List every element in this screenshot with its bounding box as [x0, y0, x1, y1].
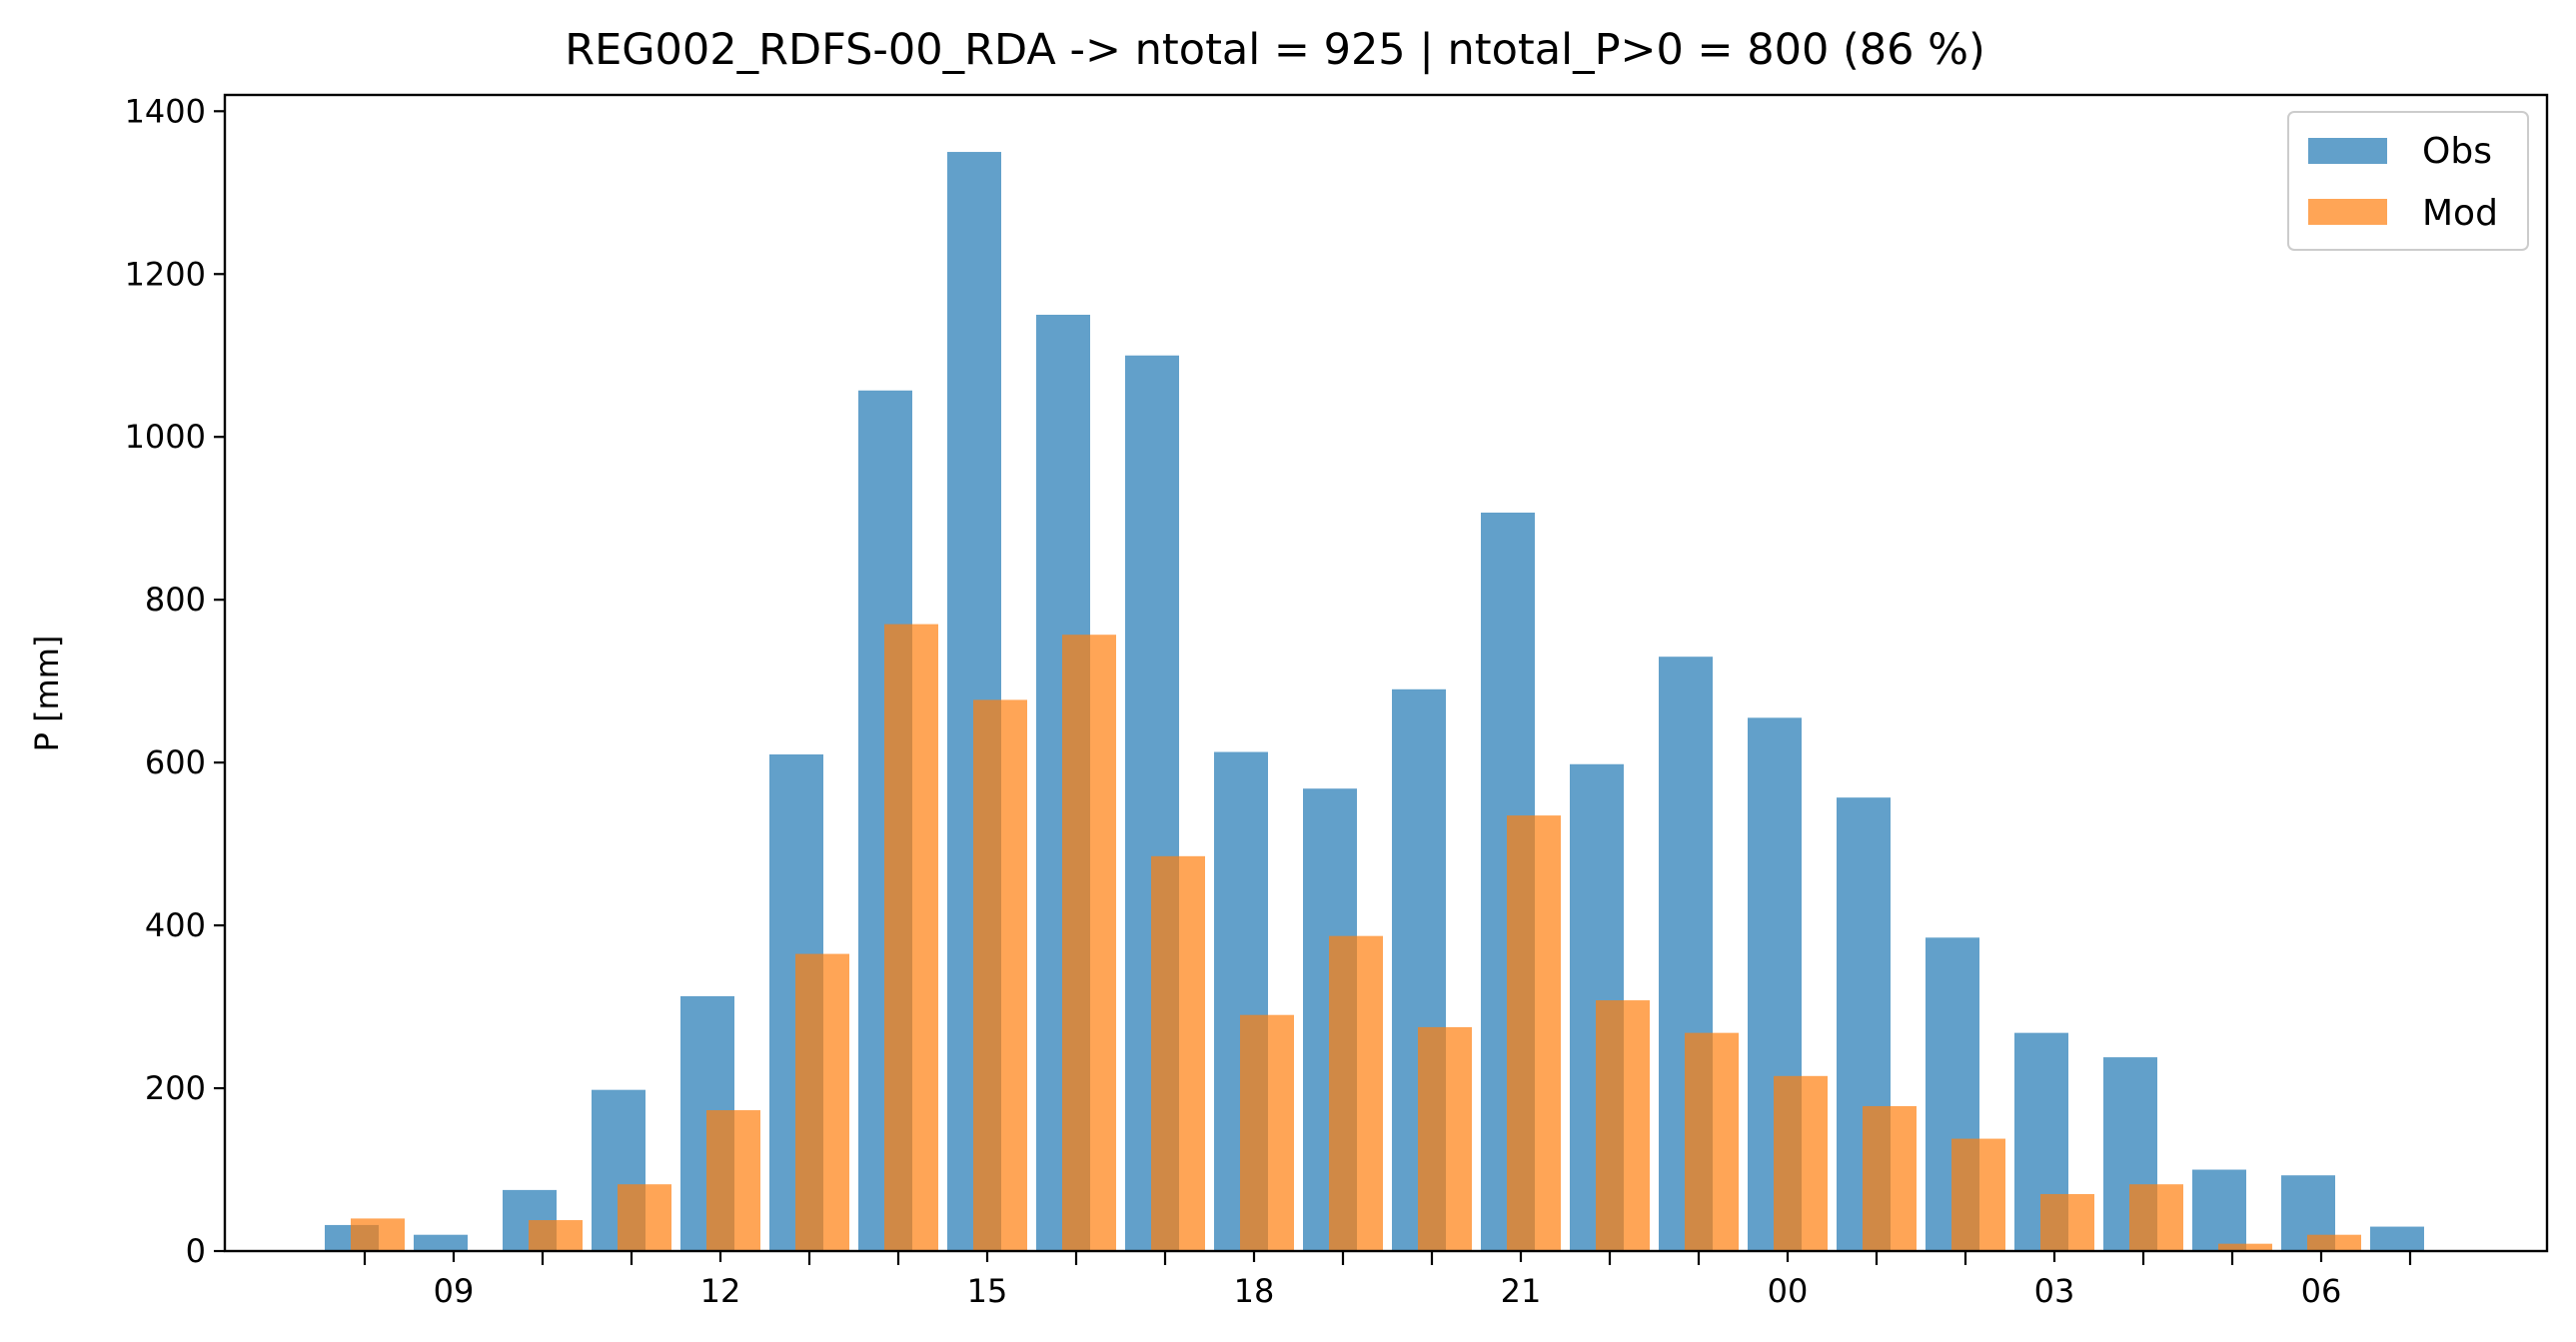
- bar-mod-06: [2307, 1234, 2361, 1251]
- bar-mod-19: [1329, 935, 1383, 1251]
- y-tick-label: 1200: [125, 255, 206, 293]
- chart-title: REG002_RDFS-00_RDA -> ntotal = 925 | nto…: [565, 25, 1985, 75]
- plot-frame: [223, 93, 2549, 1253]
- bar-mod-12: [706, 1110, 760, 1251]
- bar-mod-08: [351, 1218, 405, 1251]
- bar-mod-16: [1062, 635, 1116, 1251]
- bar-mod-22: [1596, 1000, 1650, 1251]
- bar-mod-20: [1418, 1026, 1472, 1251]
- bar-mod-18: [1240, 1014, 1294, 1251]
- bar-mod-05: [2218, 1243, 2272, 1251]
- x-tick-label: 12: [700, 1272, 741, 1310]
- x-tick-label: 15: [967, 1272, 1008, 1310]
- y-axis: 0 200 400 600 800 1000 1200 1400: [125, 92, 225, 1270]
- bars-layer: [325, 152, 2424, 1252]
- x-tick-label: 21: [1501, 1272, 1542, 1310]
- bar-mod-23: [1685, 1032, 1739, 1251]
- bar-mod-04: [2129, 1184, 2183, 1251]
- y-tick-label: 1400: [125, 92, 206, 130]
- x-tick-label: 03: [2034, 1272, 2075, 1310]
- x-tick-label: 18: [1234, 1272, 1275, 1310]
- y-tick-label: 1000: [125, 418, 206, 456]
- x-tick-label: 09: [434, 1272, 475, 1310]
- legend-label-mod: Mod: [2422, 193, 2498, 234]
- legend-swatch-obs: [2308, 138, 2387, 164]
- bar-mod-01: [1863, 1105, 1917, 1251]
- bar-mod-21: [1507, 815, 1561, 1251]
- y-tick-label: 200: [145, 1069, 206, 1107]
- bar-mod-03: [2040, 1193, 2094, 1251]
- bar-mod-11: [618, 1184, 671, 1251]
- bar-mod-15: [973, 699, 1027, 1251]
- bar-mod-00: [1774, 1075, 1828, 1251]
- y-tick-label: 800: [145, 581, 206, 619]
- bar-mod-14: [884, 624, 938, 1251]
- bar-mod-13: [795, 953, 849, 1251]
- legend: Obs Mod: [2287, 111, 2529, 251]
- bar-mod-10: [529, 1220, 583, 1251]
- legend-label-obs: Obs: [2422, 131, 2492, 172]
- y-axis-label: P [mm]: [28, 636, 66, 752]
- y-tick-label: 600: [145, 743, 206, 781]
- y-tick-label: 0: [186, 1232, 206, 1270]
- bar-obs-07: [2370, 1226, 2424, 1251]
- y-tick-label: 400: [145, 906, 206, 944]
- x-axis: 09 12 15 18 21 00 03 06: [363, 1251, 2412, 1310]
- x-tick-label: 06: [2301, 1272, 2342, 1310]
- bar-mod-02: [1951, 1138, 2005, 1251]
- legend-swatch-mod: [2308, 199, 2387, 225]
- bar-mod-17: [1151, 855, 1205, 1251]
- bar-obs-09: [414, 1234, 468, 1251]
- x-tick-label: 00: [1768, 1272, 1809, 1310]
- bar-obs-05: [2192, 1169, 2246, 1251]
